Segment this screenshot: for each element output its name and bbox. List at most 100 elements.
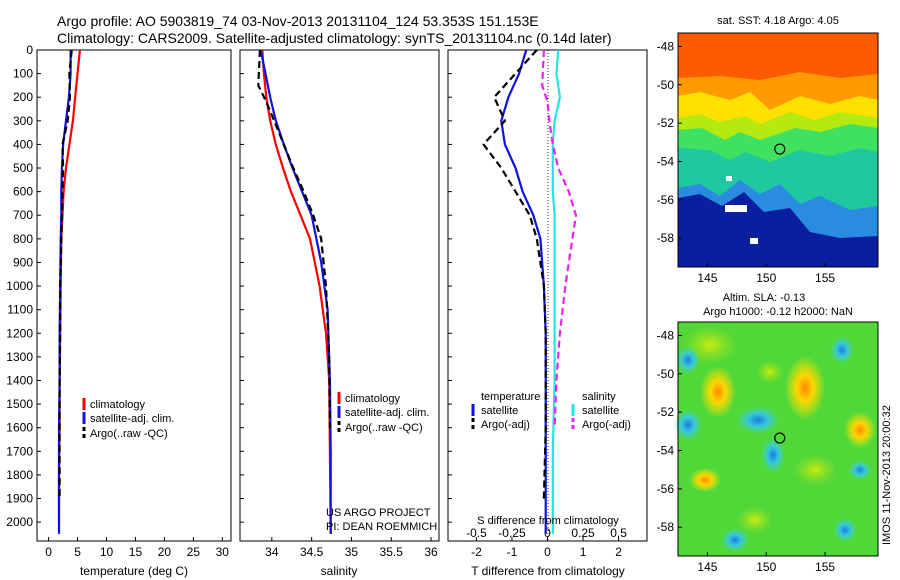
salinity-legend: climatology satellite-adj. clim. Argo(..… [337, 392, 429, 434]
series-line-s-satellite [551, 49, 562, 534]
legend-label-climatology: climatology [90, 399, 146, 411]
y-tick-label: 900 [13, 255, 33, 269]
x-tick-label: 20 [158, 545, 172, 559]
x-tick-label: 30 [216, 545, 230, 559]
sla-low-blob [736, 406, 780, 434]
sla-high-blob [756, 360, 784, 384]
legend-label-t-argo: Argo(-adj) [481, 419, 530, 431]
y-tick-label: 2000 [6, 515, 33, 529]
x-tick-label: 2 [615, 545, 622, 559]
legend-label-satellite: satellite-adj. clim. [345, 407, 429, 419]
argo-location-marker [774, 432, 786, 444]
map-y-tick-label: -56 [657, 193, 675, 207]
temperature-panel: 0100200300400500600700800900100011001200… [6, 43, 232, 578]
map-x-tick-label: 155 [815, 560, 835, 574]
temperature-xlabel: temperature (deg C) [80, 564, 188, 578]
map-y-tick-label: -52 [657, 116, 675, 130]
s-tick-label: -0.25 [498, 526, 526, 540]
sst-map-axes: 145 150 155 -48 -50 -52 -54 -56 -58 [657, 39, 836, 285]
s-tick-label: -0.5 [466, 526, 487, 540]
legend-title-salinity: salinity [582, 391, 616, 403]
legend-title-temperature: temperature [481, 391, 540, 403]
series-line-t-satellite [500, 49, 547, 534]
map-x-tick-label: 145 [697, 271, 717, 285]
x-tick-label: 34 [265, 545, 279, 559]
legend-label-t-satellite: satellite [481, 405, 518, 417]
map-y-tick-label: -58 [657, 231, 675, 245]
header-line2: Climatology: CARS2009. Satellite-adjuste… [57, 30, 612, 46]
y-tick-label: 1200 [6, 326, 33, 340]
y-tick-label: 1000 [6, 279, 33, 293]
sst-missing-patch [750, 238, 758, 244]
sst-missing-patch [726, 176, 732, 181]
x-tick-label: 36 [424, 545, 438, 559]
y-tick-label: 1800 [6, 468, 33, 482]
series-line-s-argo-adj- [541, 49, 578, 428]
map-y-tick-label: -48 [657, 39, 675, 53]
y-tick-label: 400 [13, 137, 33, 151]
pi-label: PI: DEAN ROEMMICH [326, 521, 437, 533]
y-tick-label: 500 [13, 161, 33, 175]
sla-heatmap [674, 322, 878, 556]
sla-high-blob [689, 468, 721, 492]
sst-heatmap [678, 33, 878, 267]
argo-location-marker [774, 143, 786, 155]
map-y-tick-label: -50 [657, 78, 675, 92]
sla-high-blob [785, 356, 825, 420]
y-tick-label: 200 [13, 90, 33, 104]
y-tick-label: 1700 [6, 444, 33, 458]
sst-map-frame [677, 32, 879, 268]
sla-low-blob [721, 528, 749, 552]
sst-map-title: sat. SST: 4.18 Argo: 4.05 [717, 15, 839, 27]
x-tick-label: 0 [45, 545, 52, 559]
y-tick-label: 1500 [6, 397, 33, 411]
difference-x-axis: -2 -1 0 1 2 -0.5 -0.25 0 0.25 0.5 [448, 49, 627, 559]
y-tick-label: 0 [26, 43, 33, 57]
salinity-series [257, 49, 332, 534]
legend-label-climatology: climatology [345, 393, 401, 405]
x-tick-label: 5 [74, 545, 81, 559]
sla-map-frame [677, 321, 879, 557]
temperature-legend: climatology satellite-adj. clim. Argo(..… [82, 398, 174, 440]
sla-map-title: Altim. SLA: -0.13 [723, 292, 806, 304]
sla-high-blob [737, 506, 773, 534]
x-tick-label: 35 [345, 545, 359, 559]
y-tick-label: 1300 [6, 350, 33, 364]
temperature-series [57, 49, 81, 534]
s-difference-label: S difference from climatology [477, 515, 619, 527]
y-tick-label: 1600 [6, 421, 33, 435]
x-tick-label: 1 [580, 545, 587, 559]
sla-map-axes: 145 150 155 -48 -50 -52 -54 -56 -58 [657, 328, 836, 574]
salinity-panel: 34 34.5 35 35.5 36 climatology satellite-adj… [239, 49, 440, 578]
legend-label-satellite: satellite-adj. clim. [90, 413, 174, 425]
s-tick-label: 0.25 [571, 526, 595, 540]
legend-label-s-satellite: satellite [582, 405, 619, 417]
sla-high-blob [700, 366, 736, 418]
map-y-tick-label: -56 [657, 482, 675, 496]
x-tick-label: 0 [544, 545, 551, 559]
series-line-argo-raw-qc- [58, 49, 73, 499]
y-tick-label: 300 [13, 114, 33, 128]
sst-missing-patch [725, 205, 747, 212]
map-x-tick-label: 150 [756, 271, 776, 285]
sla-high-blob [844, 412, 876, 448]
difference-panel: -2 -1 0 1 2 -0.5 -0.25 0 0.25 0.5 temperature sat… [447, 49, 648, 578]
map-y-tick-label: -58 [657, 520, 675, 534]
temperature-x-axis: 0 5 10 15 20 25 30 [45, 537, 229, 559]
y-tick-label: 100 [13, 67, 33, 81]
sla-low-blob [761, 437, 785, 473]
x-tick-label: 35.5 [380, 545, 404, 559]
x-tick-label: 25 [187, 545, 201, 559]
map-y-tick-label: -52 [657, 405, 675, 419]
sla-low-blob [833, 518, 857, 542]
y-tick-label: 600 [13, 185, 33, 199]
map-x-tick-label: 145 [697, 560, 717, 574]
imos-timestamp-label: IMOS 11-Nov-2013 20:00:32 [881, 405, 893, 545]
map-y-tick-label: -54 [657, 444, 675, 458]
y-tick-label: 800 [13, 232, 33, 246]
sla-low-blob [848, 460, 872, 480]
s-tick-label: 0.5 [610, 526, 627, 540]
map-y-tick-label: -48 [657, 328, 675, 342]
y-tick-label: 700 [13, 208, 33, 222]
sla-map-panel: Altim. SLA: -0.13 Argo h1000: -0.12 h200… [657, 292, 893, 574]
